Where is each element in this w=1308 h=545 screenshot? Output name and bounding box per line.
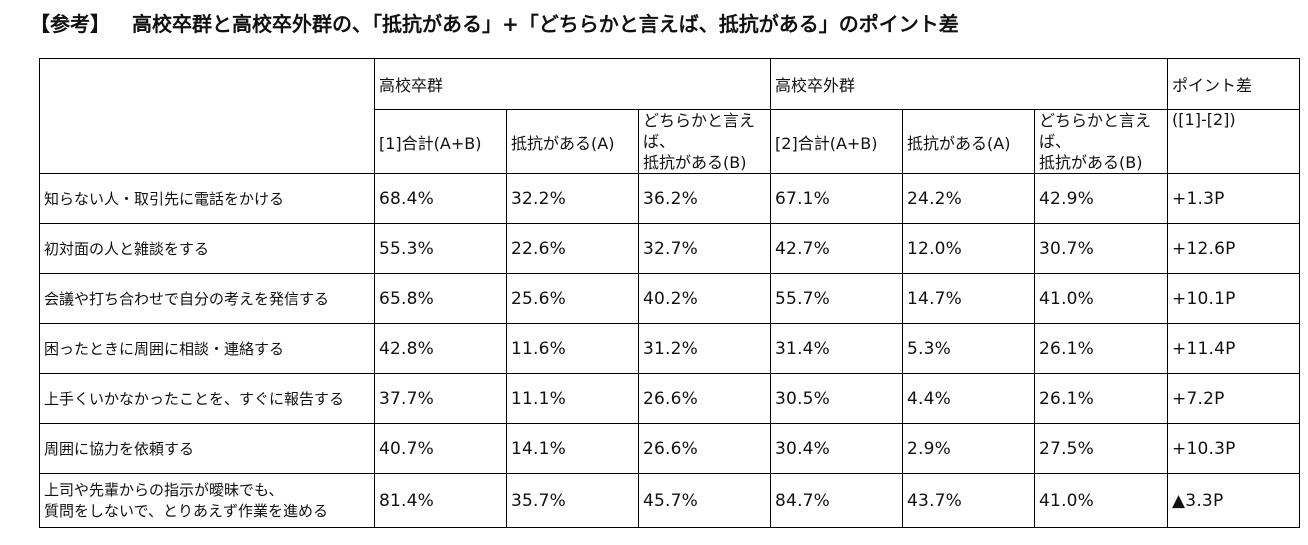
- title-tag: 【参考】: [30, 12, 110, 36]
- cell-g2-total: 30.5%: [770, 373, 904, 424]
- cell-diff: +12.6P: [1167, 223, 1301, 274]
- cell-g1-a: 14.1%: [506, 423, 639, 474]
- cell-g2-b: 26.1%: [1034, 373, 1169, 424]
- subheader-g1-a: 抵抗がある(A): [506, 109, 639, 174]
- cell-diff: ▲3.3P: [1167, 473, 1301, 528]
- cell-g2-total: 67.1%: [770, 173, 904, 224]
- cell-g2-total: 31.4%: [770, 323, 904, 374]
- cell-g1-total: 40.7%: [374, 423, 507, 474]
- cell-g2-a: 4.4%: [902, 373, 1036, 424]
- cell-g2-a: 43.7%: [902, 473, 1036, 528]
- cell-g2-b: 41.0%: [1034, 473, 1169, 528]
- cell-g1-b: 36.2%: [637, 173, 772, 224]
- table-row: 会議や打ち合わせで自分の考えを発信する 65.8% 25.6% 40.2% 55…: [39, 273, 1301, 324]
- group-header-non-high-school: 高校卒外群: [770, 58, 1169, 110]
- cell-g1-total: 68.4%: [374, 173, 507, 224]
- cell-g1-b: 31.2%: [637, 323, 772, 374]
- diff-subheader: ([1]-[2]): [1167, 109, 1301, 174]
- subheader-g1-b: どちらかと言えば、 抵抗がある(B): [637, 109, 772, 174]
- cell-g2-a: 14.7%: [902, 273, 1036, 324]
- cell-g2-b: 30.7%: [1034, 223, 1169, 274]
- subheader-g2-b-line1: どちらかと言えば、: [1039, 111, 1152, 151]
- header-empty-cell: [39, 58, 375, 174]
- cell-g1-b: 40.2%: [637, 273, 772, 324]
- cell-g2-a: 12.0%: [902, 223, 1036, 274]
- cell-g1-a: 25.6%: [506, 273, 639, 324]
- cell-diff: +10.1P: [1167, 273, 1301, 324]
- cell-diff: +11.4P: [1167, 323, 1301, 374]
- cell-g2-a: 2.9%: [902, 423, 1036, 474]
- table-row: 上司や先輩からの指示が曖昧でも、 質問をしないで、とりあえず作業を進める 81.…: [39, 473, 1301, 528]
- cell-g1-a: 11.1%: [506, 373, 639, 424]
- table-row: 周囲に協力を依頼する 40.7% 14.1% 26.6% 30.4% 2.9% …: [39, 423, 1301, 474]
- cell-g2-a: 24.2%: [902, 173, 1036, 224]
- table-row: 困ったときに周囲に相談・連絡する 42.8% 11.6% 31.2% 31.4%…: [39, 323, 1301, 374]
- table-row: 初対面の人と雑談をする 55.3% 22.6% 32.7% 42.7% 12.0…: [39, 223, 1301, 274]
- row-label: 初対面の人と雑談をする: [39, 223, 375, 274]
- subheader-g1-b-line2: 抵抗がある(B): [643, 153, 747, 172]
- subheader-g1-b-line1: どちらかと言えば、: [643, 111, 756, 151]
- row-label: 周囲に協力を依頼する: [39, 423, 375, 474]
- cell-g1-a: 35.7%: [506, 473, 639, 528]
- group-header-high-school: 高校卒群: [373, 58, 772, 110]
- cell-g1-total: 37.7%: [374, 373, 507, 424]
- subheader-g2-total: [2]合計(A+B): [770, 109, 904, 174]
- subheader-g2-a: 抵抗がある(A): [902, 109, 1036, 174]
- cell-g1-total: 55.3%: [374, 223, 507, 274]
- cell-g1-a: 11.6%: [506, 323, 639, 374]
- row-label: 知らない人・取引先に電話をかける: [39, 173, 375, 224]
- row-label: 上司や先輩からの指示が曖昧でも、 質問をしないで、とりあえず作業を進める: [39, 473, 375, 528]
- cell-g1-b: 45.7%: [637, 473, 772, 528]
- comparison-table: 高校卒群 高校卒外群 ポイント差 [1]合計(A+B) 抵抗がある(A) どちら…: [39, 58, 1301, 528]
- cell-g2-b: 42.9%: [1034, 173, 1169, 224]
- subheader-g2-b-line2: 抵抗がある(B): [1039, 153, 1143, 172]
- cell-g2-total: 42.7%: [770, 223, 904, 274]
- cell-g1-total: 65.8%: [374, 273, 507, 324]
- page-title: 【参考】 高校卒群と高校卒外群の、「抵抗がある」+「どちらかと言えば、抵抗がある」…: [30, 8, 959, 40]
- cell-g1-b: 32.7%: [637, 223, 772, 274]
- cell-g2-total: 30.4%: [770, 423, 904, 474]
- cell-g2-total: 55.7%: [770, 273, 904, 324]
- cell-g1-b: 26.6%: [637, 373, 772, 424]
- row-label: 困ったときに周囲に相談・連絡する: [39, 323, 375, 374]
- table-row: 上手くいかなかったことを、すぐに報告する 37.7% 11.1% 26.6% 3…: [39, 373, 1301, 424]
- cell-g2-total: 84.7%: [770, 473, 904, 528]
- subheader-g1-total: [1]合計(A+B): [374, 109, 507, 174]
- diff-header: ポイント差: [1167, 58, 1301, 110]
- cell-g1-a: 22.6%: [506, 223, 639, 274]
- cell-g1-b: 26.6%: [637, 423, 772, 474]
- row-label: 上手くいかなかったことを、すぐに報告する: [39, 373, 375, 424]
- cell-g2-b: 27.5%: [1034, 423, 1169, 474]
- cell-g2-b: 41.0%: [1034, 273, 1169, 324]
- subheader-g2-b: どちらかと言えば、 抵抗がある(B): [1034, 109, 1169, 174]
- table-row: 知らない人・取引先に電話をかける 68.4% 32.2% 36.2% 67.1%…: [39, 173, 1301, 224]
- cell-g2-a: 5.3%: [902, 323, 1036, 374]
- title-text: 高校卒群と高校卒外群の、「抵抗がある」+「どちらかと言えば、抵抗がある」のポイン…: [132, 12, 959, 36]
- row-label-line2: 質問をしないで、とりあえず作業を進める: [44, 501, 328, 520]
- cell-g1-total: 42.8%: [374, 323, 507, 374]
- cell-diff: +7.2P: [1167, 373, 1301, 424]
- cell-g1-total: 81.4%: [374, 473, 507, 528]
- cell-diff: +1.3P: [1167, 173, 1301, 224]
- cell-diff: +10.3P: [1167, 423, 1301, 474]
- cell-g1-a: 32.2%: [506, 173, 639, 224]
- row-label: 会議や打ち合わせで自分の考えを発信する: [39, 273, 375, 324]
- cell-g2-b: 26.1%: [1034, 323, 1169, 374]
- row-label-line1: 上司や先輩からの指示が曖昧でも、: [44, 480, 284, 499]
